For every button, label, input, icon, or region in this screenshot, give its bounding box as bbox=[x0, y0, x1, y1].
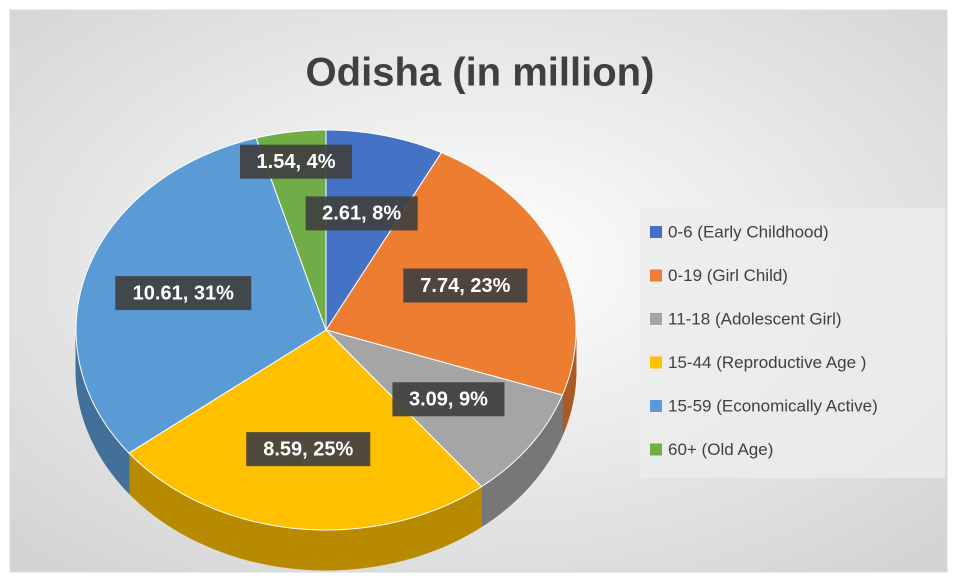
slice bbox=[255, 129, 327, 331]
legend-label: 11-18 (Adolescent Girl) bbox=[668, 309, 842, 328]
legend-label: 15-44 (Reproductive Age ) bbox=[668, 353, 866, 372]
data-label-box bbox=[115, 276, 252, 311]
data-label: 2.61, 8% bbox=[322, 203, 401, 225]
data-label-box bbox=[403, 268, 528, 303]
data-label-box bbox=[305, 196, 418, 231]
legend-box bbox=[640, 208, 945, 478]
legend-label: 15-59 (Economically Active) bbox=[668, 396, 878, 415]
slice bbox=[128, 329, 483, 531]
data-label-box bbox=[240, 144, 353, 179]
legend-swatch bbox=[650, 400, 662, 412]
legend-label: 60+ (Old Age) bbox=[668, 440, 773, 459]
legend-label: 0-6 (Early Childhood) bbox=[668, 222, 829, 241]
legend-label: 0-19 (Girl Child) bbox=[668, 266, 788, 285]
data-label-box bbox=[246, 432, 371, 467]
data-label-box bbox=[392, 382, 505, 417]
legend-swatch bbox=[650, 269, 662, 282]
data-label: 7.74, 23% bbox=[420, 275, 510, 297]
data-label: 10.61, 31% bbox=[133, 282, 234, 304]
data-label: 8.59, 25% bbox=[263, 438, 353, 460]
legend-swatch bbox=[650, 313, 662, 325]
data-label: 1.54, 4% bbox=[257, 151, 336, 173]
chart-title: Odisha (in million) bbox=[306, 51, 655, 95]
data-label: 3.09, 9% bbox=[409, 389, 488, 411]
legend-swatch bbox=[650, 356, 662, 369]
legend-swatch bbox=[650, 443, 662, 456]
legend-swatch bbox=[650, 226, 662, 238]
